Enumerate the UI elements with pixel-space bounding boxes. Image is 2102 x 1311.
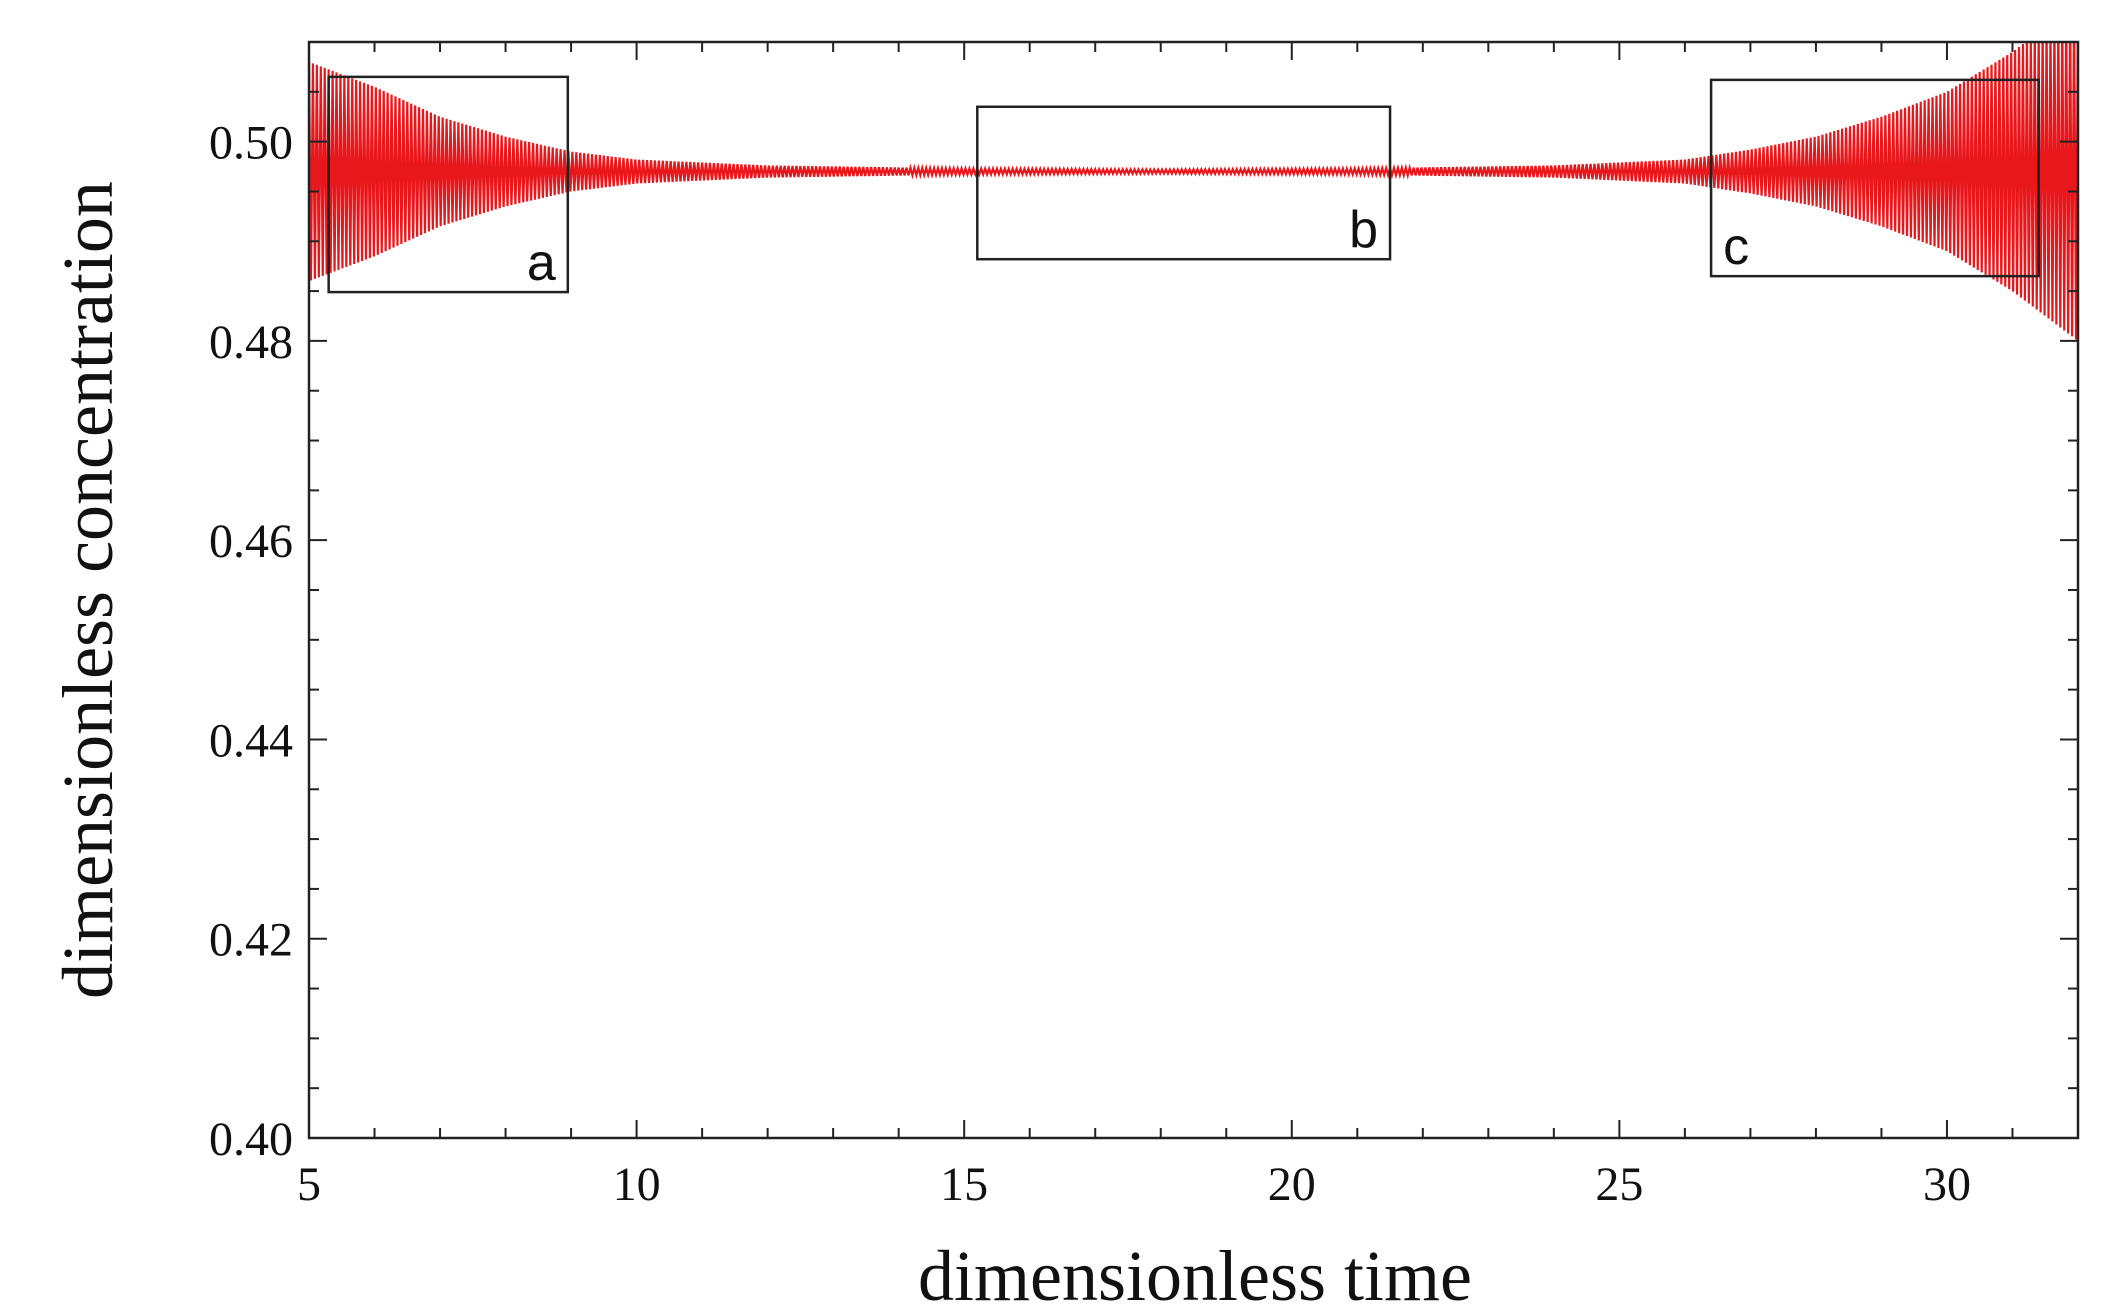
annotation-label-b: b xyxy=(1349,201,1378,259)
y-tick-label: 0.42 xyxy=(209,914,293,967)
series-line-0 xyxy=(309,42,2078,340)
x-tick-label: 20 xyxy=(1268,1158,1316,1211)
annotation-label-a: a xyxy=(527,234,556,292)
y-tick-label: 0.44 xyxy=(209,714,293,767)
x-tick-label: 15 xyxy=(940,1158,988,1211)
annotation-boxes: a b c xyxy=(327,75,2040,294)
x-tick-label: 30 xyxy=(1923,1158,1971,1211)
x-tick-label: 5 xyxy=(297,1158,321,1211)
signal-series xyxy=(309,42,2078,340)
annotation-box-a xyxy=(327,75,570,294)
annotation-box-c xyxy=(1709,78,2040,278)
x-tick-label: 10 xyxy=(613,1158,661,1211)
x-tick-label: 25 xyxy=(1595,1158,1643,1211)
annotation-label-c: c xyxy=(1723,218,1749,276)
y-tick-label: 0.48 xyxy=(209,316,293,369)
y-tick-label: 0.46 xyxy=(209,515,293,568)
y-axis-title: dimensionless concentration xyxy=(48,181,128,999)
plot-border xyxy=(307,40,2080,1140)
plot-frame xyxy=(307,40,2080,1140)
axis-ticks xyxy=(308,41,2079,1139)
y-tick-label: 0.40 xyxy=(209,1113,293,1166)
x-axis-title: dimensionless time xyxy=(918,1236,1472,1311)
y-tick-label: 0.50 xyxy=(209,117,293,170)
annotation-box-b xyxy=(976,105,1392,261)
tick-labels: 5 10 15 20 25 30 0.40 0.42 0.44 0.46 0.48 0.50 xyxy=(209,117,1971,1211)
